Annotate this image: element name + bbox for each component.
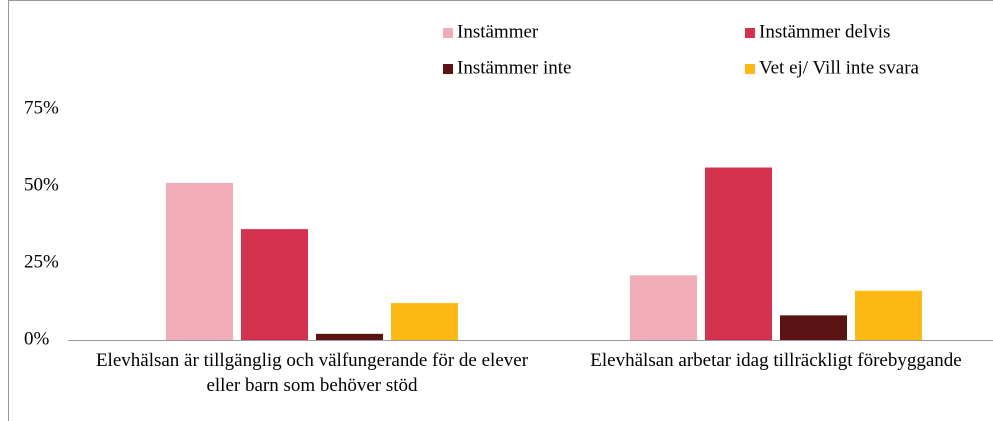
legend-swatch <box>443 64 453 74</box>
legend-label: Vet ej/ Vill inte svara <box>759 57 920 78</box>
legend-swatch <box>745 28 755 38</box>
bar <box>166 182 233 340</box>
y-tick-label: 75% <box>24 97 59 118</box>
y-tick-label: 50% <box>24 174 59 195</box>
legend-swatch <box>745 64 755 74</box>
bar <box>780 315 847 340</box>
bar <box>705 167 772 340</box>
bar <box>391 303 458 340</box>
legend-swatch <box>443 28 453 38</box>
y-tick-label: 0% <box>24 328 50 349</box>
x-tick-label: Elevhälsan är tillgänglig och välfungera… <box>95 350 529 396</box>
x-tick-label: Elevhälsan arbetar idag tillräckligt för… <box>590 350 962 371</box>
legend-label: Instämmer delvis <box>759 21 890 42</box>
bar <box>316 333 383 340</box>
legend-label: Instämmer inte <box>457 57 572 78</box>
bar <box>241 229 308 340</box>
bar <box>855 290 922 340</box>
legend-label: Instämmer <box>457 21 539 42</box>
y-tick-label: 25% <box>24 251 59 272</box>
bar <box>630 275 697 340</box>
